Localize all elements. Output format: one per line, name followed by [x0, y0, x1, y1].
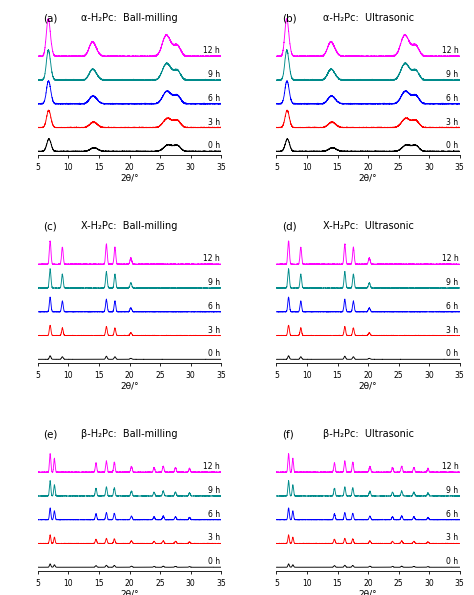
Text: (e): (e): [44, 429, 58, 439]
X-axis label: 2θ/°: 2θ/°: [359, 381, 377, 390]
Text: 0 h: 0 h: [208, 349, 220, 358]
Text: 6 h: 6 h: [447, 302, 458, 311]
Text: (c): (c): [44, 221, 57, 231]
Text: 0 h: 0 h: [447, 142, 458, 151]
Text: X-H₂Pc:  Ultrasonic: X-H₂Pc: Ultrasonic: [323, 221, 413, 231]
Text: 6 h: 6 h: [208, 94, 220, 103]
Text: 3 h: 3 h: [447, 118, 458, 127]
Text: (f): (f): [282, 429, 293, 439]
Text: 0 h: 0 h: [447, 557, 458, 566]
Text: 9 h: 9 h: [447, 278, 458, 287]
Text: 12 h: 12 h: [203, 462, 220, 471]
Text: β-H₂Pc:  Ball-milling: β-H₂Pc: Ball-milling: [82, 429, 178, 439]
X-axis label: 2θ/°: 2θ/°: [120, 173, 139, 183]
X-axis label: 2θ/°: 2θ/°: [359, 589, 377, 595]
Text: 3 h: 3 h: [208, 534, 220, 543]
Text: 0 h: 0 h: [208, 142, 220, 151]
Text: X-H₂Pc:  Ball-milling: X-H₂Pc: Ball-milling: [82, 221, 178, 231]
Text: 6 h: 6 h: [447, 94, 458, 103]
Text: 12 h: 12 h: [203, 254, 220, 263]
Text: 12 h: 12 h: [442, 46, 458, 55]
Text: 12 h: 12 h: [442, 462, 458, 471]
Text: 9 h: 9 h: [447, 486, 458, 495]
Text: 9 h: 9 h: [447, 70, 458, 79]
Text: 9 h: 9 h: [208, 486, 220, 495]
Text: 6 h: 6 h: [208, 302, 220, 311]
X-axis label: 2θ/°: 2θ/°: [359, 173, 377, 183]
Text: 9 h: 9 h: [208, 70, 220, 79]
Text: 12 h: 12 h: [203, 46, 220, 55]
Text: 9 h: 9 h: [208, 278, 220, 287]
Text: 6 h: 6 h: [208, 510, 220, 519]
Text: 6 h: 6 h: [447, 510, 458, 519]
Text: β-H₂Pc:  Ultrasonic: β-H₂Pc: Ultrasonic: [323, 429, 414, 439]
Text: 3 h: 3 h: [208, 118, 220, 127]
Text: 3 h: 3 h: [447, 325, 458, 334]
Text: α-H₂Pc:  Ultrasonic: α-H₂Pc: Ultrasonic: [322, 13, 414, 23]
Text: (b): (b): [282, 13, 297, 23]
Text: α-H₂Pc:  Ball-milling: α-H₂Pc: Ball-milling: [82, 13, 178, 23]
Text: 3 h: 3 h: [447, 534, 458, 543]
Text: (d): (d): [282, 221, 297, 231]
Text: 3 h: 3 h: [208, 325, 220, 334]
Text: (a): (a): [44, 13, 58, 23]
Text: 12 h: 12 h: [442, 254, 458, 263]
X-axis label: 2θ/°: 2θ/°: [120, 381, 139, 390]
X-axis label: 2θ/°: 2θ/°: [120, 589, 139, 595]
Text: 0 h: 0 h: [208, 557, 220, 566]
Text: 0 h: 0 h: [447, 349, 458, 358]
